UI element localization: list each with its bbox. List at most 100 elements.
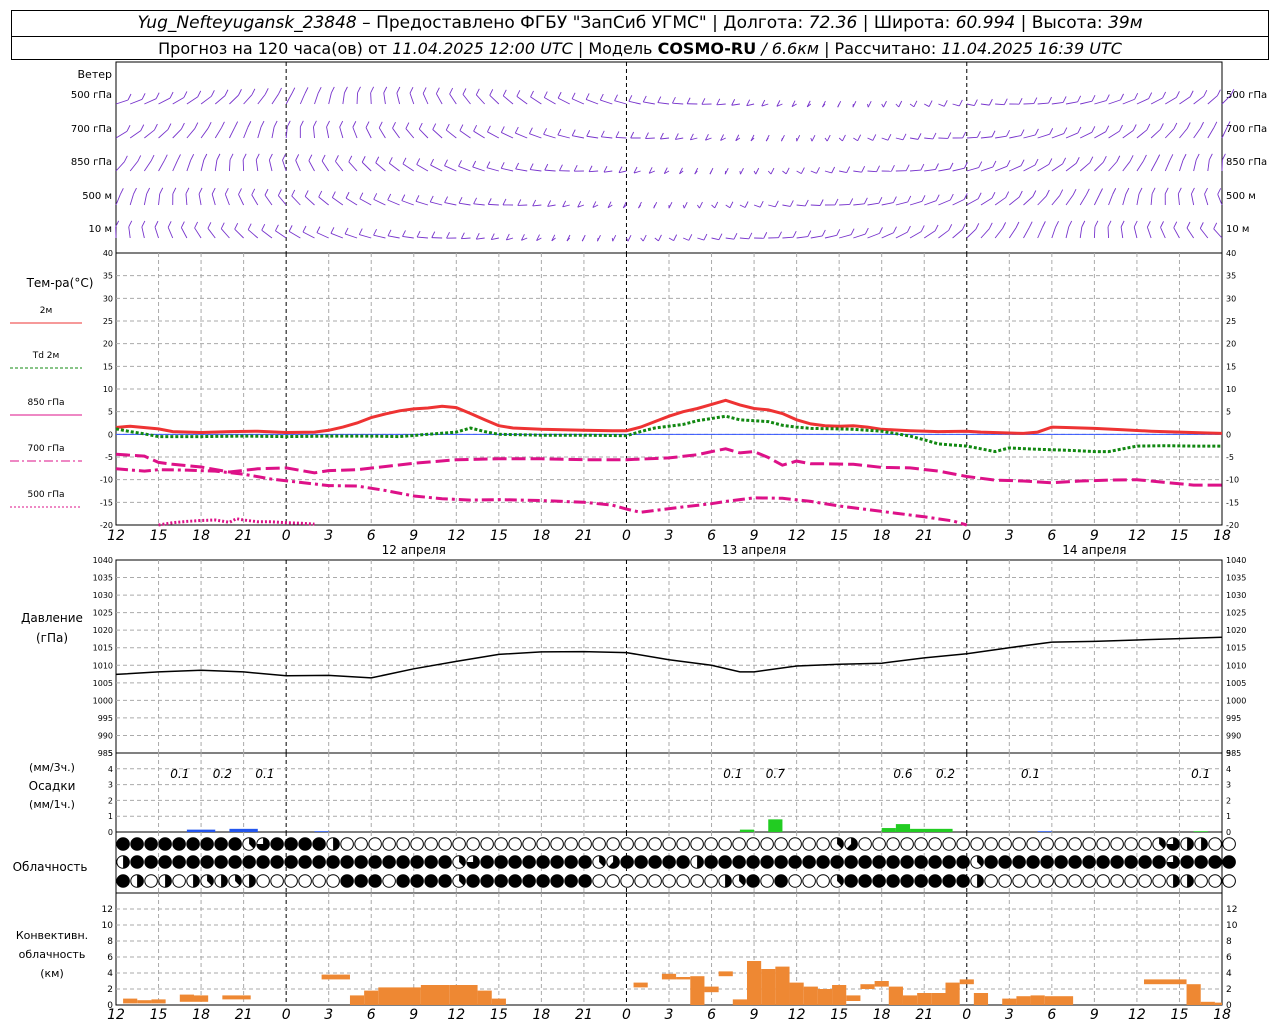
wind-barb — [853, 137, 858, 142]
cloud-cover-circle — [1096, 874, 1110, 888]
wind-barb — [332, 197, 344, 206]
wind-barb — [129, 130, 142, 139]
wind-barb — [1065, 132, 1079, 139]
cloud-cover-fill — [599, 855, 606, 867]
cloud-cover-fill — [228, 855, 242, 869]
wind-barb-feather — [679, 167, 683, 175]
wind-barb-feather — [949, 193, 954, 201]
conv-cloud-bar — [690, 976, 705, 1005]
wind-barb-feather — [1120, 220, 1125, 228]
conv-cloud-bar — [477, 990, 492, 1005]
precip-3h-label: 0.1 — [723, 767, 742, 781]
wind-barb-feather — [724, 167, 729, 175]
cloud-cover-fill — [424, 855, 438, 869]
conv-title-3: (км) — [40, 967, 64, 980]
hour-tick-label: 12 — [788, 528, 806, 544]
wind-barb-feather — [221, 121, 225, 129]
hour-tick-label-bottom: 15 — [490, 1007, 508, 1023]
wind-barb-feather — [313, 120, 317, 128]
wind-barb-feather — [988, 98, 993, 106]
cloud-cover-fill — [837, 837, 844, 849]
wind-barb-feather — [211, 187, 216, 195]
wind-barb-feather — [1134, 93, 1139, 100]
cloud-cover-circle — [438, 837, 452, 851]
wind-barb-feather — [1146, 123, 1151, 131]
cloud-cover-circle — [1152, 874, 1166, 888]
wind-barb-feather — [432, 123, 437, 130]
cloud-cover-fill — [396, 874, 410, 888]
wind-barb-feather — [1186, 221, 1191, 229]
wind-barb — [1094, 100, 1107, 105]
precip-bar — [186, 829, 216, 832]
wind-barb — [796, 170, 802, 175]
wind-barb — [342, 92, 345, 105]
cloud-cover-fill — [214, 837, 228, 851]
wind-barb-feather — [517, 199, 522, 206]
temp-tick-left: -10 — [100, 476, 113, 485]
cloud-cover-fill — [235, 874, 242, 886]
wind-barb-feather — [234, 121, 239, 128]
wind-barb — [501, 167, 514, 172]
wind-barb-feather — [1059, 189, 1064, 196]
wind-barb — [853, 170, 862, 173]
cloud-cover-fill — [298, 837, 312, 851]
wind-barb-feather — [392, 121, 396, 129]
wind-barb-feather — [748, 232, 753, 239]
wind-barb-feather — [431, 231, 436, 238]
wind-barb — [1065, 162, 1077, 172]
cloud-cover-fill — [438, 874, 452, 888]
wind-barb — [1094, 161, 1104, 172]
conv-cloud-bar — [1186, 984, 1201, 1005]
wind-barb-feather — [763, 232, 768, 239]
wind-barb — [198, 193, 202, 206]
precip-tick-right: 1 — [1226, 812, 1231, 821]
wind-barb-feather — [735, 134, 740, 141]
cloud-cover-fill — [1194, 855, 1208, 869]
wind-barb — [716, 103, 726, 106]
wind-barb — [214, 95, 226, 105]
wind-barb — [881, 202, 894, 206]
conv-tick-left: 4 — [107, 969, 113, 979]
wind-barb — [291, 195, 301, 206]
temp-tick-left: 35 — [103, 272, 113, 281]
cloud-cover-circle — [1138, 874, 1152, 888]
cloud-cover-fill — [424, 874, 438, 888]
wind-barb — [1108, 194, 1114, 206]
cloud-cover-fill — [1173, 874, 1180, 888]
conv-cloud-bar — [917, 993, 932, 1005]
wind-barb — [375, 162, 386, 172]
cloud-cover-circle — [1124, 874, 1138, 888]
cloud-cover-circle — [746, 837, 760, 851]
wind-barb-feather — [850, 228, 855, 235]
hour-tick-label: 15 — [1171, 528, 1189, 544]
wind-barb-feather — [220, 222, 225, 229]
wind-barb-feather — [1015, 221, 1020, 229]
wind-barb-feather — [716, 98, 721, 105]
wind-barb-feather — [1002, 222, 1007, 229]
wind-barb-feather — [210, 90, 215, 97]
wind-barb — [415, 200, 429, 206]
cloud-cover-circle — [256, 874, 270, 888]
precip-unit-1h: (мм/1ч.) — [29, 798, 75, 811]
wind-barb — [271, 126, 275, 139]
precip-3h-label: 0.1 — [170, 767, 189, 781]
wind-barb — [416, 164, 429, 172]
wind-barb — [1093, 226, 1096, 239]
cloud-cover-circle — [998, 837, 1012, 851]
cloud-cover-fill — [165, 874, 172, 888]
wind-barb — [557, 134, 570, 139]
cloud-cover-circle — [676, 837, 690, 851]
hour-tick-label: 12 — [447, 528, 465, 544]
wind-barb — [589, 170, 599, 173]
cloud-cover-circle — [1040, 837, 1054, 851]
wind-barb-feather — [126, 124, 131, 132]
cloud-cover-fill — [214, 855, 228, 869]
wind-barb-feather — [963, 193, 968, 200]
cloud-cover-fill — [1166, 837, 1180, 851]
wind-barb-feather — [405, 122, 410, 129]
wind-barb-feather — [1018, 190, 1023, 198]
wind-barb — [475, 94, 485, 105]
wind-barb-feather — [1034, 128, 1039, 136]
cloud-cover-circle — [732, 837, 746, 851]
wind-barb-feather — [387, 193, 392, 201]
